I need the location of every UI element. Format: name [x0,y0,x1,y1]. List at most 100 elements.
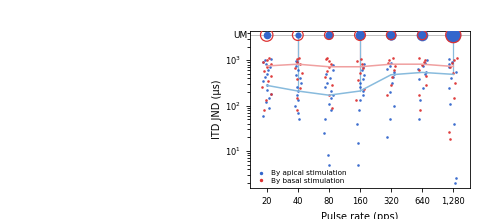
Point [415,78,423,81]
Point [358,58,365,61]
Point [267,92,275,96]
Point [416,108,424,112]
Point [354,78,362,82]
Point [265,96,273,99]
Point [446,102,454,106]
Point [448,61,456,65]
Point [414,67,422,71]
Point [422,75,430,78]
Point [262,62,269,66]
Point [422,83,430,87]
Point [415,57,423,60]
Point [295,57,303,60]
Point [294,61,301,64]
Point [419,33,426,37]
Point [359,94,366,97]
Point [387,33,395,37]
Point [294,33,301,37]
Point [260,69,268,73]
Point [360,87,367,91]
Point [324,57,331,60]
Point [447,77,455,80]
Point [356,33,364,37]
Point [296,118,303,121]
Point [450,96,457,99]
Point [321,131,328,135]
Point [387,33,395,37]
Point [293,59,300,62]
Point [356,85,364,88]
Point [360,63,368,66]
Point [267,74,275,78]
Point [452,177,460,180]
Point [383,94,391,97]
Point [325,33,333,37]
Point [423,58,431,62]
Point [352,99,360,102]
Point [294,89,301,93]
Point [264,65,271,69]
Point [445,86,453,89]
Point [353,59,360,63]
Point [327,62,335,65]
Point [419,86,427,89]
Point [293,85,300,88]
Point [451,81,459,85]
Point [325,102,333,106]
Point [449,71,456,74]
Point [419,64,426,68]
Point [384,61,392,65]
Point [359,89,367,93]
Point [325,163,333,166]
Point [419,33,426,37]
Point [263,99,270,102]
Point [422,70,430,73]
Point [324,65,332,69]
Point [416,99,423,102]
Point [445,62,453,66]
Point [321,118,329,121]
Point [388,75,396,79]
Point [267,62,275,66]
Point [263,84,271,87]
Point [383,67,390,71]
Point [454,57,461,60]
Point [298,71,305,75]
Point [258,85,266,88]
Point [354,141,362,145]
Point [353,122,360,125]
Point [294,96,301,99]
Point [388,83,396,87]
Text: UM: UM [233,31,247,40]
Point [328,84,336,87]
Point [294,99,301,102]
X-axis label: Pulse rate (pps): Pulse rate (pps) [321,212,399,219]
Point [293,108,300,112]
Point [386,118,394,121]
Point [451,181,459,184]
Point [391,64,399,67]
Point [415,118,422,121]
Point [385,58,393,62]
Point [389,75,397,79]
Point [259,61,266,64]
Point [325,59,333,63]
Point [296,63,304,66]
Point [445,130,453,134]
Point [293,60,301,63]
Point [295,194,303,198]
Point [267,58,275,61]
Point [321,85,329,88]
Point [359,66,367,69]
Point [356,99,363,102]
Point [383,136,391,139]
Point [264,69,272,72]
Point [387,61,395,65]
Point [260,60,267,64]
Point [267,92,275,96]
Point [449,33,457,37]
Point [356,33,364,37]
Point [293,94,300,97]
Point [390,72,398,76]
Point [356,71,364,74]
